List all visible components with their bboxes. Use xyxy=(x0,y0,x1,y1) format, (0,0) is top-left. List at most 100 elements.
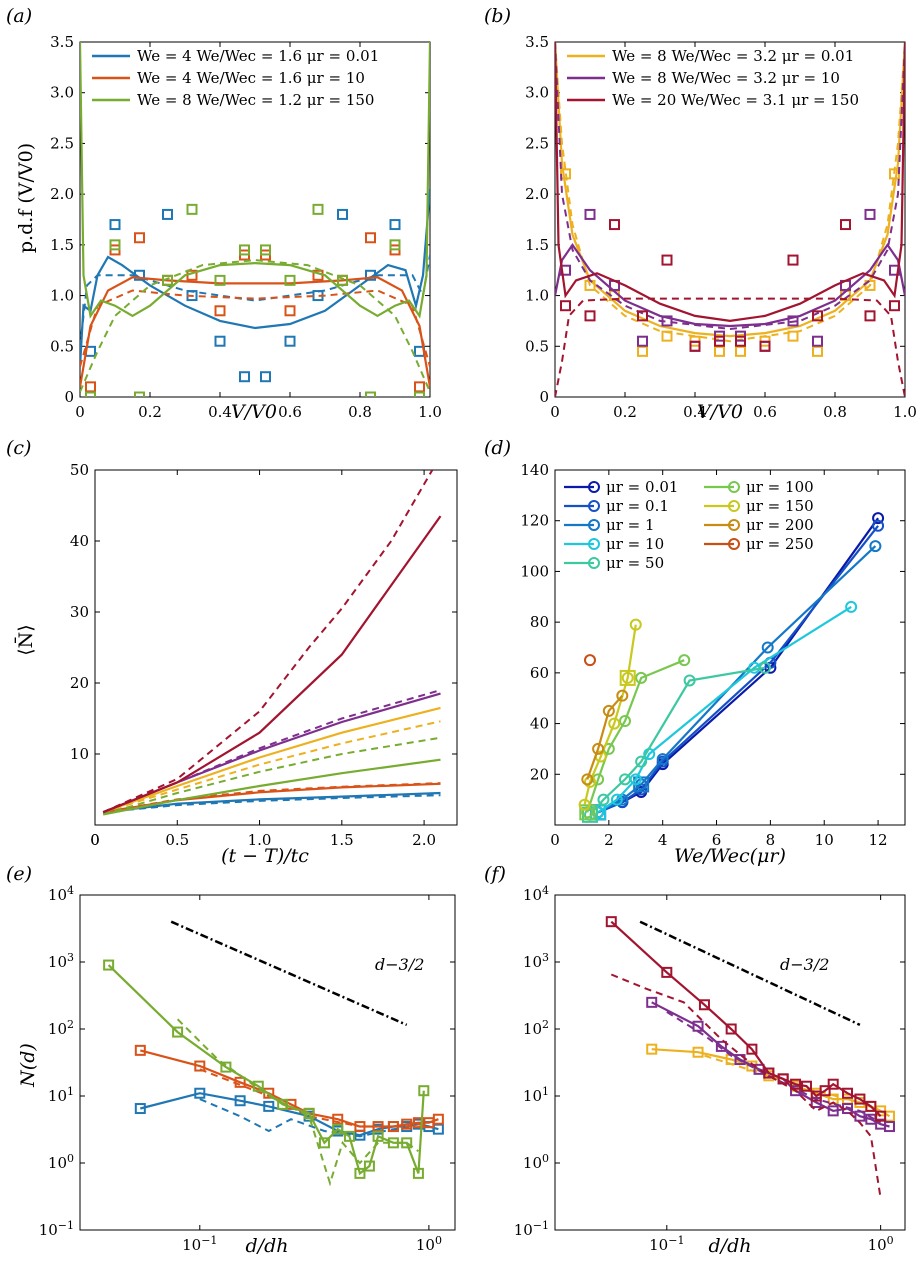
data-point-d xyxy=(872,512,885,525)
series-group-a xyxy=(80,42,430,397)
y-tick-label-d: 40 xyxy=(530,715,549,733)
data-marker-e xyxy=(252,1080,264,1092)
data-marker-a xyxy=(337,208,348,220)
data-marker-b xyxy=(637,335,648,347)
data-marker-a xyxy=(284,305,296,317)
data-marker-f xyxy=(763,1067,775,1079)
data-marker-e xyxy=(303,1107,315,1119)
data-point-d xyxy=(581,773,594,786)
data-marker-e xyxy=(172,1026,184,1038)
y-tick-label-c: 50 xyxy=(70,461,89,479)
series-dashed-a xyxy=(80,289,430,367)
data-square-d xyxy=(619,669,636,686)
data-point-d xyxy=(581,806,594,819)
legend-label-d: μr = 250 xyxy=(746,535,814,553)
y-tick-label-f: 10−1 xyxy=(514,1219,549,1240)
data-marker-e xyxy=(194,1087,206,1099)
data-marker-e xyxy=(332,1123,344,1135)
data-marker-f xyxy=(605,916,617,928)
data-marker-e xyxy=(401,1137,413,1149)
data-marker-e xyxy=(412,1117,424,1129)
data-marker-f xyxy=(819,1085,831,1097)
data-marker-b xyxy=(609,219,620,231)
data-point-d xyxy=(759,661,771,674)
data-marker-e xyxy=(354,1121,366,1133)
data-marker-a xyxy=(134,269,145,281)
data-marker-f xyxy=(777,1073,789,1085)
data-marker-e xyxy=(220,1061,232,1073)
data-marker-e xyxy=(363,1160,375,1172)
series-line-e xyxy=(140,1049,439,1128)
y-tick-label-b: 0 xyxy=(539,388,549,406)
data-marker-e xyxy=(318,1137,330,1149)
data-marker-f xyxy=(725,1023,737,1035)
series-line-b xyxy=(555,242,905,328)
legend-marker-d xyxy=(728,500,740,512)
data-point-d xyxy=(635,671,648,684)
series-group-e xyxy=(103,920,444,1187)
series-dashed-b xyxy=(555,42,905,331)
y-tick-label-b: 1.0 xyxy=(525,287,549,305)
legend-marker-d xyxy=(728,519,740,531)
x-tick-label-c: 1.5 xyxy=(330,831,354,849)
data-marker-a xyxy=(414,381,425,393)
data-marker-e xyxy=(372,1130,384,1142)
y-tick-label-a: 2.0 xyxy=(50,185,74,203)
y-tick-label-a: 0 xyxy=(64,388,74,406)
data-marker-e xyxy=(234,1076,246,1088)
y-tick-label-e: 100 xyxy=(48,1152,74,1173)
series-line-a xyxy=(80,276,430,388)
data-marker-f xyxy=(661,966,673,978)
y-tick-label-d: 120 xyxy=(520,512,549,530)
data-point-d xyxy=(584,775,596,788)
x-tick-label-b: 0 xyxy=(550,403,560,421)
axes-frame-c xyxy=(94,469,458,826)
data-marker-e xyxy=(277,1098,289,1110)
series-line-a xyxy=(80,42,430,319)
data-marker-f xyxy=(827,1105,839,1117)
legend-label-a: We = 4 We/Wec = 1.6 μr = 0.01 xyxy=(137,47,379,65)
panel-label-b: (b) xyxy=(484,5,511,27)
data-marker-a xyxy=(214,335,226,347)
axes-frame-a xyxy=(79,41,431,398)
y-tick-label-b: 3.5 xyxy=(525,33,549,51)
data-marker-a xyxy=(260,371,271,383)
data-marker-f xyxy=(875,1110,887,1122)
series-dashed-b xyxy=(555,42,905,343)
axis-label-c-x: (t − T)/tc xyxy=(221,845,309,867)
data-marker-e xyxy=(401,1118,413,1130)
axes-frame-e xyxy=(79,894,456,1231)
axis-label-f-x: d/dh xyxy=(709,1235,752,1257)
data-marker-b xyxy=(735,335,746,347)
data-marker-f xyxy=(746,1043,758,1055)
legend-label-a: We = 4 We/Wec = 1.6 μr = 10 xyxy=(137,69,365,87)
legend-label-d: μr = 150 xyxy=(746,497,814,515)
panel-label-c: (c) xyxy=(6,437,31,459)
data-point-d xyxy=(869,540,882,553)
series-line-a xyxy=(80,189,430,367)
data-marker-b xyxy=(661,315,673,327)
axis-label-e-y: N(d) xyxy=(17,1043,39,1088)
data-marker-a xyxy=(162,274,173,286)
data-marker-b xyxy=(759,340,771,352)
y-tick-label-a: 1.5 xyxy=(50,236,74,254)
axis-label-e-x: d/dh xyxy=(246,1235,289,1257)
y-tick-label-b: 2.5 xyxy=(525,134,549,152)
series-line-c xyxy=(103,791,441,814)
data-marker-f xyxy=(646,996,658,1008)
series-dashed-c xyxy=(102,720,441,814)
data-marker-b xyxy=(714,345,725,357)
panel-a: 0 0.2 0.4 0.6 0.8 1.0 0 0.5 1.0 1.5 2.0 2.5 3.0 3.5 We… xyxy=(50,33,442,421)
x-tick-label-d: 2 xyxy=(604,831,614,849)
legend-label-d: μr = 1 xyxy=(606,516,655,534)
data-marker-b xyxy=(889,300,900,312)
y-tick-label-d: 100 xyxy=(520,562,549,580)
x-tick-label-c: 0 xyxy=(90,831,100,849)
series-dashed-f xyxy=(610,973,882,1199)
data-marker-a xyxy=(365,232,376,244)
data-marker-a xyxy=(389,219,401,231)
data-marker-e xyxy=(103,959,115,971)
data-marker-e xyxy=(387,1137,399,1149)
axes-frame-f xyxy=(554,894,906,1231)
y-tick-label-a: 3.0 xyxy=(50,84,74,102)
